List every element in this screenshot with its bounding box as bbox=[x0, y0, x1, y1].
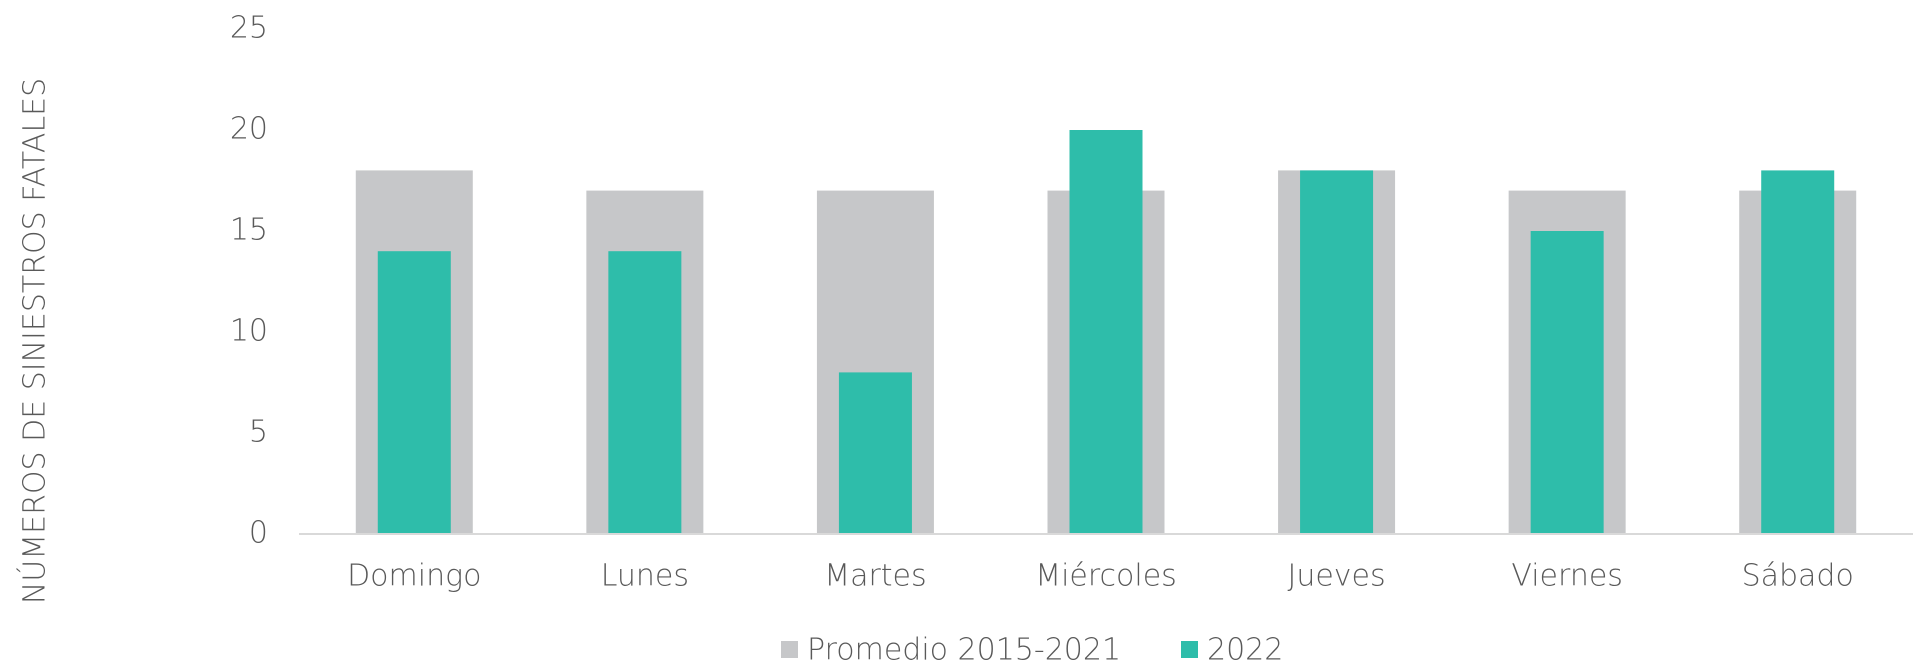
x-tick-label: Lunes bbox=[601, 559, 689, 594]
legend-label: Promedio 2015-2021 bbox=[807, 633, 1121, 666]
bar bbox=[1530, 231, 1604, 534]
bar bbox=[838, 372, 912, 534]
y-tick-label: 20 bbox=[230, 112, 268, 147]
y-tick-label: 25 bbox=[230, 11, 268, 46]
bar bbox=[1300, 170, 1374, 534]
y-axis-label: NÚMEROS DE SINIESTROS FATALES bbox=[16, 78, 53, 604]
legend-swatch bbox=[1181, 641, 1198, 658]
x-tick-label: Viernes bbox=[1511, 559, 1623, 594]
x-tick-label: Jueves bbox=[1287, 559, 1385, 594]
x-tick-label: Sábado bbox=[1742, 559, 1854, 594]
x-tick-label: Miércoles bbox=[1035, 559, 1177, 594]
bar bbox=[608, 251, 682, 534]
y-tick-label: 5 bbox=[249, 415, 268, 450]
y-tick-label: 0 bbox=[249, 516, 268, 551]
x-tick-label: Martes bbox=[824, 559, 926, 594]
y-tick-label: 15 bbox=[230, 213, 268, 248]
y-tick-label: 10 bbox=[230, 314, 268, 349]
bar bbox=[1761, 170, 1835, 534]
bar bbox=[377, 251, 451, 534]
legend-swatch bbox=[781, 641, 798, 658]
bar bbox=[1069, 130, 1143, 534]
x-tick-label: Domingo bbox=[347, 559, 481, 594]
legend-label: 2022 bbox=[1207, 633, 1283, 666]
